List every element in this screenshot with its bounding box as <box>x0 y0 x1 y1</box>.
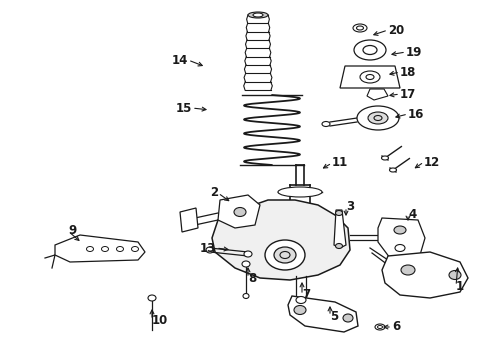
Ellipse shape <box>206 247 214 253</box>
Ellipse shape <box>390 168 396 172</box>
Ellipse shape <box>294 306 306 315</box>
Ellipse shape <box>244 251 252 257</box>
Polygon shape <box>55 235 145 262</box>
Ellipse shape <box>274 247 296 263</box>
Ellipse shape <box>394 226 406 234</box>
Ellipse shape <box>343 314 353 322</box>
Text: 7: 7 <box>302 288 310 302</box>
Text: 3: 3 <box>346 201 354 213</box>
Ellipse shape <box>234 207 246 216</box>
Polygon shape <box>334 210 346 248</box>
Ellipse shape <box>148 295 156 301</box>
Text: 5: 5 <box>330 310 338 323</box>
Polygon shape <box>180 208 198 232</box>
Text: 16: 16 <box>408 108 424 121</box>
Ellipse shape <box>248 12 268 18</box>
Text: 15: 15 <box>175 102 192 114</box>
Ellipse shape <box>382 156 389 160</box>
Text: 2: 2 <box>210 186 218 199</box>
Ellipse shape <box>449 270 461 279</box>
Polygon shape <box>212 200 350 280</box>
Ellipse shape <box>242 261 250 267</box>
Text: 9: 9 <box>68 225 76 238</box>
Ellipse shape <box>401 265 415 275</box>
Polygon shape <box>340 66 400 88</box>
Text: 20: 20 <box>388 23 404 36</box>
Text: 10: 10 <box>152 314 168 327</box>
Text: 11: 11 <box>332 157 348 170</box>
Ellipse shape <box>296 297 306 303</box>
Polygon shape <box>367 89 388 100</box>
Text: 4: 4 <box>408 207 416 220</box>
Ellipse shape <box>354 40 386 60</box>
Text: 8: 8 <box>248 271 256 284</box>
Polygon shape <box>378 218 425 258</box>
Text: 18: 18 <box>400 66 416 78</box>
Ellipse shape <box>265 240 305 270</box>
Ellipse shape <box>368 112 388 124</box>
Ellipse shape <box>375 324 385 330</box>
Text: 14: 14 <box>172 54 188 67</box>
Text: 6: 6 <box>392 320 400 333</box>
Ellipse shape <box>253 13 263 17</box>
Text: 13: 13 <box>200 242 216 255</box>
Text: 1: 1 <box>456 279 464 292</box>
Text: 12: 12 <box>424 156 440 168</box>
Ellipse shape <box>336 211 343 216</box>
Ellipse shape <box>353 24 367 32</box>
Ellipse shape <box>357 106 399 130</box>
Ellipse shape <box>278 187 322 197</box>
Ellipse shape <box>336 243 343 248</box>
Polygon shape <box>382 252 468 298</box>
Polygon shape <box>218 195 260 228</box>
Polygon shape <box>288 296 358 332</box>
Text: 17: 17 <box>400 87 416 100</box>
Ellipse shape <box>322 122 330 126</box>
Ellipse shape <box>243 293 249 298</box>
Text: 19: 19 <box>406 45 422 58</box>
